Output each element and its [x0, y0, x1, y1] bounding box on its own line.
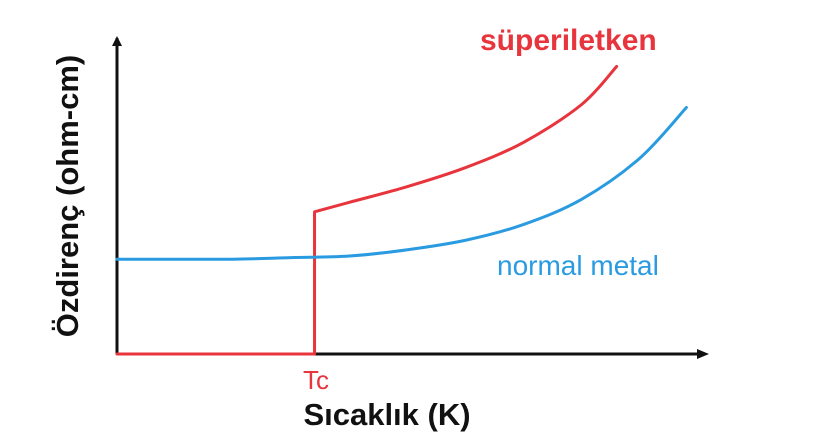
x-axis-label: Sıcaklık (K): [303, 397, 470, 432]
series-label-normal-metal: normal metal: [497, 250, 659, 281]
series-line-normal-metal: [115, 106, 688, 261]
axes: [112, 36, 709, 359]
y-axis-arrow: [112, 36, 122, 46]
x-axis-arrow: [697, 349, 709, 359]
y-axis-label: Özdirenç (ohm-cm): [50, 55, 85, 337]
series-label-superconductor: süperiletken: [480, 24, 657, 57]
series-line-superconductor: [115, 64, 619, 356]
series-lines: [115, 64, 688, 356]
tc-label: Tc: [303, 365, 329, 395]
